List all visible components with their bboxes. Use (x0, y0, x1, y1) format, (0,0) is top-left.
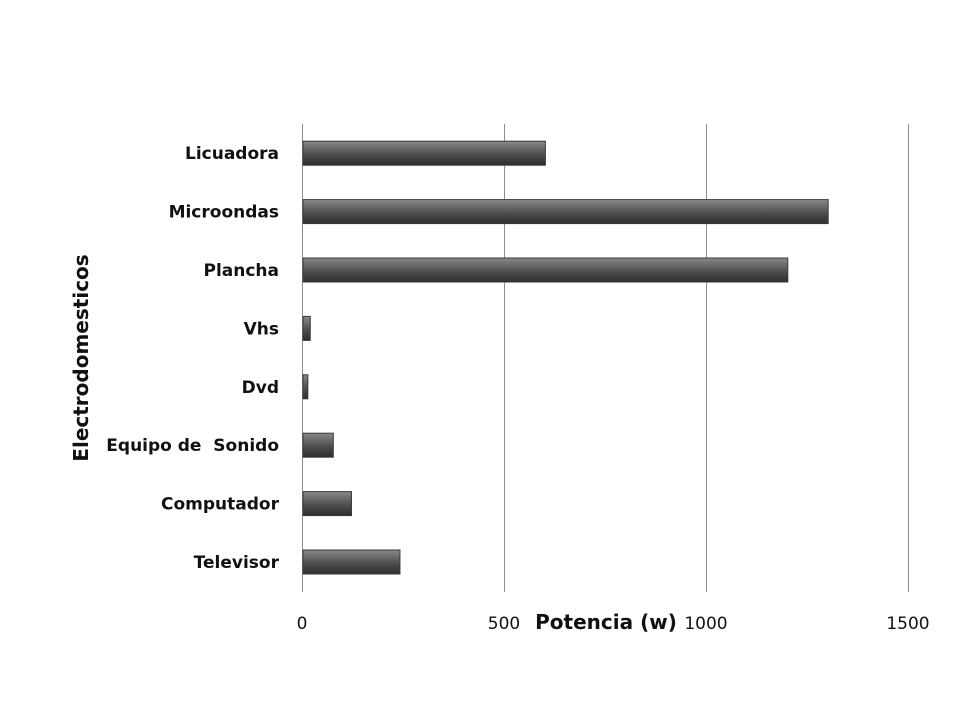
category-label-equipo-de-sonido: Equipo de Sonido (106, 436, 279, 456)
category-label-televisor: Televisor (194, 553, 280, 573)
bar-equipo-de-sonido (302, 432, 334, 458)
x-axis-title: Potencia (w) (535, 610, 677, 634)
category-label-plancha: Plancha (203, 261, 279, 281)
category-label-dvd: Dvd (242, 378, 279, 398)
x-tick-label-500: 500 (488, 614, 520, 634)
x-tick-label-1000: 1000 (684, 614, 727, 634)
gridlines (302, 124, 909, 592)
bar-computador (302, 491, 352, 517)
category-label-licuadora: Licuadora (185, 144, 279, 164)
bar-licuadora (302, 140, 546, 166)
x-tick-label-1500: 1500 (886, 614, 929, 634)
bar-televisor (302, 549, 401, 575)
x-tick-label-0: 0 (297, 614, 308, 634)
y-axis-title: Electrodomesticos (69, 254, 93, 461)
category-labels: Televisor Computador Equipo de Sonido Dvd Vh… (106, 144, 279, 573)
bars (302, 140, 829, 575)
bar-plancha (302, 257, 789, 283)
category-label-vhs: Vhs (244, 319, 279, 339)
bar-vhs (302, 315, 311, 341)
category-label-computador: Computador (161, 495, 280, 515)
bar-microondas (302, 199, 829, 225)
x-tick-labels: 0 500 1000 1500 (297, 614, 930, 634)
category-label-microondas: Microondas (169, 203, 279, 223)
bar-dvd (302, 374, 309, 400)
